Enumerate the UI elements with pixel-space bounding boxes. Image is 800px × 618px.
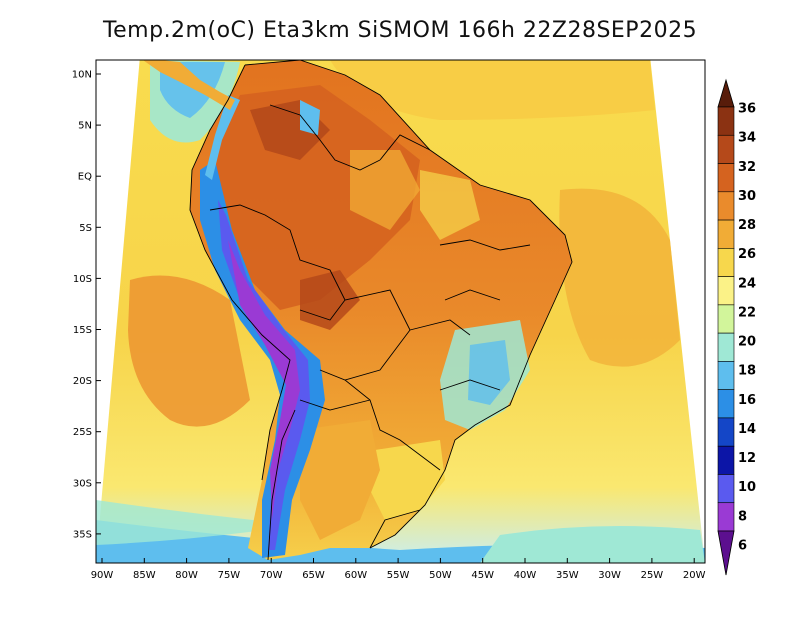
map-frame <box>95 59 706 564</box>
colorbar-label: 10 <box>738 480 756 495</box>
colorbar-label: 34 <box>738 131 756 146</box>
colorbar-segment <box>717 445 735 475</box>
colorbar-segment <box>717 304 735 334</box>
colorbar-segment <box>717 163 735 193</box>
colorbar-segment <box>717 502 735 532</box>
colorbar-label: 8 <box>738 509 747 524</box>
lat-tick-label: 15S <box>73 325 92 336</box>
lat-tick-label: 10S <box>73 274 92 285</box>
colorbar-segment <box>717 332 735 362</box>
lat-tick-label: 10N <box>72 70 92 81</box>
colorbar-segment <box>717 134 735 164</box>
colorbar-label: 12 <box>738 451 756 466</box>
colorbar-segment <box>717 106 735 136</box>
warm-ocean-pacific <box>128 275 250 427</box>
lat-tick-label: 25S <box>73 427 92 438</box>
lon-tick-label: 45W <box>471 570 494 581</box>
colorbar-label: 26 <box>738 247 756 262</box>
latitude-axis: 10N 5N EQ 5S 10S 15S 20S 25S 30S 35S <box>72 70 101 540</box>
colorbar-segment <box>717 474 735 504</box>
colorbar-segment <box>717 219 735 249</box>
lat-tick-label: 5S <box>79 223 92 234</box>
lon-tick-label: 20W <box>683 570 706 581</box>
colorbar-label: 20 <box>738 335 756 350</box>
colorbar-label: 36 <box>738 102 756 117</box>
colorbar-label: 18 <box>738 364 756 379</box>
map-area <box>96 60 705 563</box>
warm-ocean-atlantic <box>559 188 680 367</box>
lat-tick-label: EQ <box>78 172 92 183</box>
colorbar-top-arrow <box>717 78 735 108</box>
longitude-axis: 90W 85W 80W 75W 70W 65W 60W 55W 50W 45W 40W 35W 30W 2… <box>91 558 706 581</box>
lon-tick-label: 80W <box>175 570 198 581</box>
lon-tick-label: 75W <box>218 570 241 581</box>
lon-tick-label: 25W <box>641 570 664 581</box>
colorbar-segment <box>717 191 735 221</box>
lat-tick-label: 30S <box>73 478 92 489</box>
lon-tick-label: 55W <box>387 570 410 581</box>
colorbar-segment <box>717 276 735 306</box>
lon-tick-label: 65W <box>302 570 325 581</box>
lon-tick-label: 50W <box>429 570 452 581</box>
lon-tick-label: 70W <box>260 570 283 581</box>
colorbar-segment <box>717 389 735 419</box>
colorbar-segment <box>717 248 735 277</box>
colorbar-label: 22 <box>738 305 756 320</box>
colorbar-segment <box>717 361 735 390</box>
lon-tick-label: 85W <box>133 570 156 581</box>
lon-tick-label: 60W <box>344 570 367 581</box>
colorbar-label: 24 <box>738 276 756 291</box>
lon-tick-label: 40W <box>514 570 537 581</box>
colorbar-label: 28 <box>738 218 756 233</box>
lat-tick-label: 35S <box>73 529 92 540</box>
central-america <box>142 60 235 110</box>
colorbar-label: 14 <box>738 422 756 437</box>
lat-tick-label: 20S <box>73 376 92 387</box>
lon-tick-label: 90W <box>91 570 114 581</box>
lon-tick-label: 30W <box>598 570 621 581</box>
colorbar-label: 16 <box>738 393 756 408</box>
country-borders <box>189 60 573 561</box>
colorbar: 36 34 32 30 28 26 24 22 20 18 16 14 12 10 8 6 <box>717 78 756 576</box>
colorbar-label: 32 <box>738 160 756 175</box>
colorbar-label: 30 <box>738 189 756 204</box>
colorbar-bottom-arrow <box>717 530 735 576</box>
map-title: Temp.2m(oC) Eta3km SiSMOM 166h 22Z28SEP2… <box>102 18 698 43</box>
lat-tick-label: 5N <box>78 121 92 132</box>
colorbar-label: 6 <box>738 539 747 554</box>
colorbar-segment <box>717 417 735 447</box>
lon-tick-label: 35W <box>556 570 579 581</box>
